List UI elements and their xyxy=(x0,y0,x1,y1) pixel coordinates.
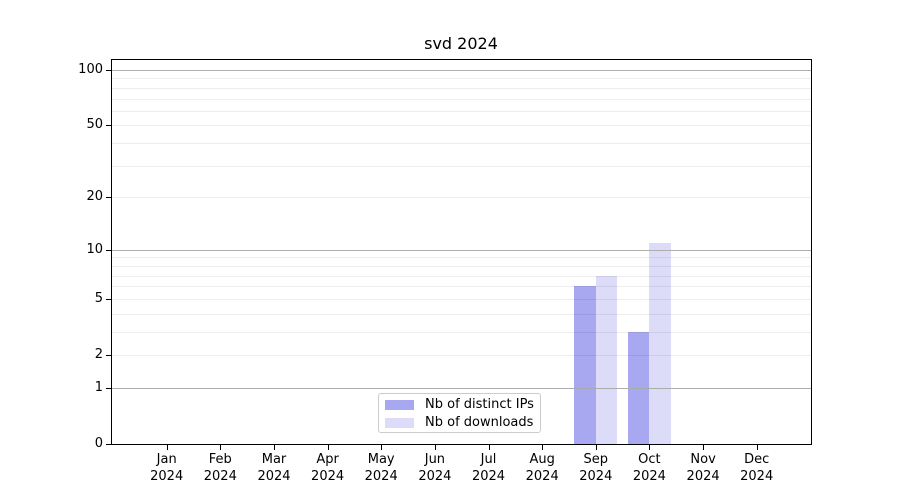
chart-title: svd 2024 xyxy=(424,34,498,53)
legend-swatch-distinct-ips-icon xyxy=(385,400,414,410)
x-tick-mark xyxy=(649,445,651,450)
y-tick-mark xyxy=(106,125,111,127)
x-tick-label: Nov 2024 xyxy=(671,451,735,485)
y-tick-label: 100 xyxy=(78,62,103,77)
x-tick-year: 2024 xyxy=(579,469,613,484)
legend-label-downloads: Nb of downloads xyxy=(425,415,534,430)
x-tick-label: Jan 2024 xyxy=(135,451,199,485)
gridline-minor xyxy=(112,78,811,80)
y-tick-mark xyxy=(106,70,111,71)
x-tick-month: Jun xyxy=(424,452,446,467)
gridline-minor xyxy=(112,257,811,259)
gridline-minor xyxy=(112,87,811,89)
x-tick-mark xyxy=(703,445,705,450)
legend-label-distinct-ips: Nb of distinct IPs xyxy=(425,397,534,412)
x-tick-mark xyxy=(542,445,544,450)
x-tick-label: Sep 2024 xyxy=(564,451,628,485)
y-tick-label: 0 xyxy=(94,436,103,451)
y-tick-mark xyxy=(106,444,111,445)
y-tick-label: 5 xyxy=(94,290,103,306)
x-tick-year: 2024 xyxy=(740,469,774,484)
x-tick-month: May xyxy=(367,452,395,467)
x-tick-year: 2024 xyxy=(525,469,559,484)
bar-distinct-ips xyxy=(574,286,596,444)
x-tick-label: Oct 2024 xyxy=(617,451,681,485)
y-tick-label: 2 xyxy=(94,347,103,362)
x-tick-year: 2024 xyxy=(418,469,452,484)
x-tick-year: 2024 xyxy=(632,469,666,484)
x-tick-month: Sep xyxy=(583,452,609,467)
x-tick-mark xyxy=(166,445,168,450)
legend-item-distinct-ips: Nb of distinct IPs xyxy=(385,396,540,414)
gridline-minor xyxy=(112,197,811,199)
x-tick-month: Aug xyxy=(529,452,555,467)
x-tick-year: 2024 xyxy=(311,469,345,484)
bar-downloads xyxy=(649,242,671,444)
bar-downloads xyxy=(595,275,618,444)
gridline-minor xyxy=(112,110,811,112)
gridline-minor xyxy=(112,331,811,333)
x-tick-mark xyxy=(327,445,329,450)
x-tick-year: 2024 xyxy=(203,469,237,484)
gridline-minor xyxy=(112,313,811,315)
y-tick-label: 1 xyxy=(94,379,103,395)
gridline-minor xyxy=(112,125,811,127)
legend-swatch-downloads-icon xyxy=(385,418,414,428)
x-tick-month: Mar xyxy=(261,452,287,467)
bars-layer xyxy=(112,60,811,444)
x-tick-month: Apr xyxy=(316,452,339,467)
x-tick-label: Jul 2024 xyxy=(457,451,521,485)
gridline-minor xyxy=(112,275,811,277)
y-tick-label: 50 xyxy=(86,117,103,133)
gridline-major xyxy=(112,70,811,71)
grid-layer xyxy=(112,60,811,444)
x-tick-label: Feb 2024 xyxy=(188,451,252,485)
legend-item-downloads: Nb of downloads xyxy=(385,414,540,432)
gridline-minor xyxy=(112,165,811,167)
x-tick-year: 2024 xyxy=(686,469,720,484)
x-tick-label: Aug 2024 xyxy=(510,451,574,485)
y-tick-mark xyxy=(106,355,111,356)
gridline-major xyxy=(112,249,811,251)
plot-area: Nb of distinct IPs Nb of downloads xyxy=(111,59,812,445)
gridline-minor xyxy=(112,355,811,356)
x-tick-label: May 2024 xyxy=(349,451,413,485)
x-tick-month: Jan xyxy=(156,452,177,467)
y-tick-label: 10 xyxy=(86,241,103,257)
x-tick-label: Dec 2024 xyxy=(725,451,789,485)
gridline-major xyxy=(112,387,811,389)
gridline-minor xyxy=(112,98,811,100)
x-tick-mark xyxy=(488,445,490,450)
gridline-minor xyxy=(112,265,811,267)
gridline-minor xyxy=(112,143,811,145)
x-tick-mark xyxy=(274,445,275,450)
x-tick-month: Feb xyxy=(208,452,232,467)
x-tick-year: 2024 xyxy=(150,469,184,484)
y-tick-mark xyxy=(106,249,111,251)
y-tick-mark xyxy=(106,387,111,389)
gridline-minor xyxy=(112,286,811,288)
y-tick-mark xyxy=(106,197,111,199)
x-tick-year: 2024 xyxy=(364,469,398,484)
x-tick-mark xyxy=(381,445,383,450)
x-tick-mark xyxy=(595,445,597,450)
x-tick-month: Nov xyxy=(690,452,716,467)
x-tick-mark xyxy=(756,445,758,450)
x-tick-mark xyxy=(220,445,222,450)
x-tick-month: Dec xyxy=(744,452,770,467)
y-tick-mark xyxy=(106,298,111,300)
x-tick-label: Jun 2024 xyxy=(403,451,467,485)
y-tick-label: 20 xyxy=(86,189,103,205)
x-tick-label: Apr 2024 xyxy=(296,451,360,485)
x-tick-year: 2024 xyxy=(257,469,291,484)
legend: Nb of distinct IPs Nb of downloads xyxy=(378,393,541,433)
x-tick-mark xyxy=(434,445,436,450)
x-tick-label: Mar 2024 xyxy=(242,451,306,485)
gridline-minor xyxy=(112,298,811,300)
x-tick-month: Oct xyxy=(638,452,661,467)
x-tick-year: 2024 xyxy=(471,469,506,484)
x-tick-month: Jul xyxy=(480,452,497,467)
